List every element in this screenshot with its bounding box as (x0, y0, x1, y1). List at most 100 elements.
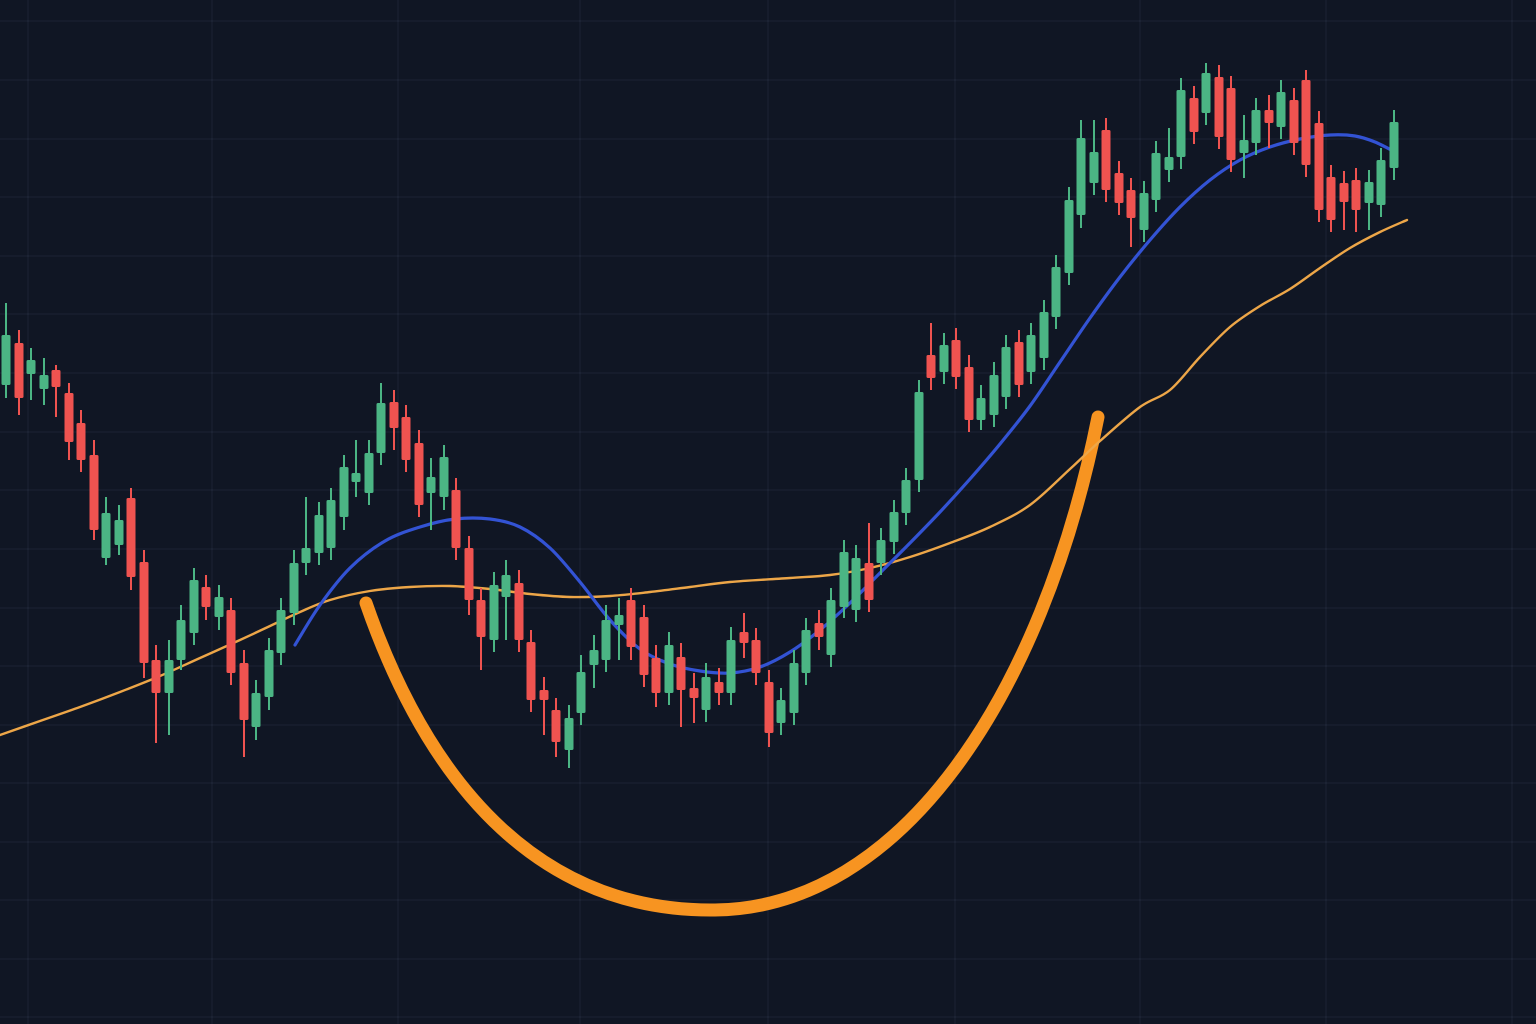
candle-body (839, 552, 849, 607)
candle-body (1, 335, 11, 385)
candle-body (14, 343, 24, 398)
candle-body (314, 515, 324, 553)
candle-body (51, 370, 61, 387)
candle-body (1114, 173, 1124, 203)
candle-body (1214, 77, 1224, 137)
candle-body (489, 585, 499, 640)
candle-body (1201, 73, 1211, 113)
candle-body (1314, 123, 1324, 210)
candle-body (476, 600, 486, 637)
candle-body (1051, 267, 1061, 317)
candle-body (851, 558, 861, 610)
candle-body (139, 562, 149, 663)
candle-body (1126, 190, 1136, 218)
candle-body (276, 610, 286, 653)
candle-body (1089, 152, 1099, 183)
candle-body (1376, 160, 1386, 205)
candle-body (1339, 183, 1349, 202)
candle-body (39, 375, 49, 389)
candle-body (1164, 157, 1174, 170)
candle-body (376, 403, 386, 453)
candle-body (689, 688, 699, 698)
candle-body (451, 490, 461, 548)
candle-body (1289, 100, 1299, 143)
candle-body (464, 548, 474, 600)
candle-body (264, 650, 274, 697)
candle-body (976, 398, 986, 420)
cup-pattern-arc (359, 410, 1105, 917)
candle-body (664, 645, 674, 693)
candle-body (326, 500, 336, 548)
candle-body (176, 620, 186, 660)
candle-body (1076, 138, 1086, 215)
candle-body (601, 620, 611, 660)
candle-body (751, 640, 761, 673)
candle-body (426, 477, 436, 493)
candle-body (576, 672, 586, 713)
candle-body (89, 455, 99, 530)
candle-body (564, 718, 574, 750)
candle-body (226, 610, 236, 673)
candle-body (726, 640, 736, 693)
candle-body (1226, 88, 1236, 160)
candle-body (651, 658, 661, 693)
candle-body (1239, 140, 1249, 153)
candle-body (1276, 92, 1286, 127)
candle-body (164, 660, 174, 693)
candle-body (964, 367, 974, 420)
candle-body (1251, 110, 1261, 143)
candle-body (201, 587, 211, 607)
candle-body (614, 615, 624, 625)
candle-body (339, 467, 349, 517)
candle-body (439, 457, 449, 497)
candle-body (526, 642, 536, 700)
candle-body (189, 580, 199, 633)
candle-body (1026, 335, 1036, 372)
candle-body (1189, 98, 1199, 132)
candle-body (626, 600, 636, 647)
candle-body (26, 360, 36, 374)
candle-body (1064, 200, 1074, 273)
candle-body (764, 682, 774, 733)
candle-body (1301, 80, 1311, 165)
candle-body (301, 548, 311, 563)
candle-body (1176, 90, 1186, 157)
candle-body (1139, 193, 1149, 230)
candle-body (639, 617, 649, 675)
candle-body (1364, 182, 1374, 203)
candle-body (714, 682, 724, 693)
candle-body (1264, 110, 1274, 123)
candle-body (1351, 180, 1361, 210)
candle-body (914, 392, 924, 480)
candle-body (401, 417, 411, 460)
candle-body (939, 345, 949, 372)
candle-body (926, 355, 936, 378)
candle-body (876, 540, 886, 563)
candle-body (1389, 122, 1399, 168)
candle-body (1039, 312, 1049, 358)
candle-body (76, 423, 86, 460)
candle-body (1101, 130, 1111, 190)
candle-body (126, 498, 136, 577)
candle-body (901, 480, 911, 513)
candle-body (101, 513, 111, 558)
candle-body (826, 600, 836, 655)
candle-body (239, 663, 249, 720)
candle-body (151, 660, 161, 693)
candle-body (676, 657, 686, 690)
candle-body (889, 512, 899, 542)
candle-body (64, 393, 74, 442)
candle-body (1151, 153, 1161, 200)
candle-body (1014, 342, 1024, 385)
candle-body (589, 650, 599, 665)
candle-body (739, 632, 749, 643)
candle-body (114, 520, 124, 545)
candle-body (1001, 347, 1011, 397)
candle-body (776, 700, 786, 723)
candle-body (951, 340, 961, 377)
candle-body (539, 690, 549, 700)
candle-body (989, 375, 999, 415)
